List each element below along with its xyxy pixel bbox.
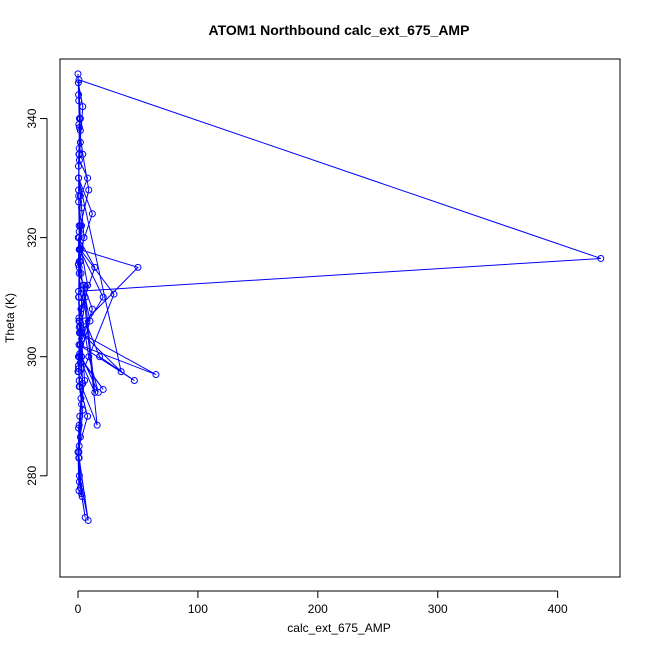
data-point bbox=[75, 341, 83, 349]
data-point bbox=[75, 115, 83, 123]
data-point bbox=[75, 186, 83, 194]
data-point bbox=[75, 323, 83, 331]
data-point bbox=[85, 186, 93, 194]
data-point bbox=[80, 234, 88, 242]
data-point bbox=[76, 433, 84, 441]
data-point bbox=[84, 516, 92, 524]
data-point bbox=[78, 490, 86, 498]
data-point bbox=[76, 257, 84, 265]
data-point bbox=[84, 281, 92, 289]
data-point bbox=[88, 305, 96, 313]
data-point bbox=[117, 368, 125, 376]
chart-title: ATOM1 Northbound calc_ext_675_AMP bbox=[209, 22, 470, 38]
data-point bbox=[85, 353, 93, 361]
data-point bbox=[75, 314, 83, 322]
data-point bbox=[75, 421, 83, 429]
data-point bbox=[76, 359, 84, 367]
data-point bbox=[79, 150, 87, 158]
plot-area-border bbox=[59, 58, 621, 578]
data-point bbox=[76, 126, 84, 134]
x-tick-label: 200 bbox=[308, 602, 328, 616]
data-point bbox=[110, 290, 118, 298]
data-point bbox=[75, 454, 83, 462]
data-point bbox=[91, 388, 99, 396]
data-point bbox=[75, 91, 83, 99]
data-point bbox=[75, 287, 83, 295]
data-point bbox=[99, 293, 107, 301]
data-point bbox=[99, 385, 107, 393]
x-tick-label: 400 bbox=[548, 602, 568, 616]
data-point bbox=[74, 353, 82, 361]
data-point bbox=[79, 281, 87, 289]
data-point bbox=[152, 371, 160, 379]
y-tick-label: 280 bbox=[25, 465, 39, 485]
data-point bbox=[75, 76, 83, 84]
y-tick-label: 320 bbox=[25, 227, 39, 247]
data-point bbox=[74, 368, 82, 376]
data-point bbox=[79, 103, 87, 111]
data-point bbox=[130, 377, 138, 385]
data-series bbox=[74, 70, 605, 524]
data-point bbox=[74, 79, 82, 87]
x-axis-ticks: 0 100 200 300 400 bbox=[75, 591, 568, 616]
y-axis-ticks: 280 300 320 340 bbox=[25, 108, 47, 486]
y-tick-label: 300 bbox=[25, 346, 39, 366]
data-point bbox=[75, 150, 83, 158]
data-point bbox=[86, 317, 94, 325]
x-tick-label: 300 bbox=[428, 602, 448, 616]
data-point bbox=[84, 174, 92, 182]
data-point bbox=[93, 421, 101, 429]
series-line bbox=[77, 73, 601, 521]
data-point bbox=[84, 412, 92, 420]
y-tick-label: 340 bbox=[25, 108, 39, 128]
data-point bbox=[77, 305, 85, 313]
data-point bbox=[76, 246, 84, 254]
data-point bbox=[134, 263, 142, 271]
data-point bbox=[75, 472, 83, 480]
x-tick-label: 0 bbox=[75, 602, 82, 616]
data-point bbox=[91, 263, 99, 271]
data-point bbox=[75, 234, 83, 242]
data-point bbox=[78, 204, 86, 212]
data-point bbox=[597, 254, 605, 262]
data-point bbox=[78, 400, 86, 408]
data-point bbox=[75, 442, 83, 450]
data-point bbox=[75, 123, 83, 131]
x-tick-label: 100 bbox=[188, 602, 208, 616]
data-point bbox=[96, 353, 104, 361]
data-point bbox=[78, 493, 86, 501]
data-point bbox=[88, 210, 96, 218]
data-point bbox=[75, 174, 83, 182]
x-axis-label: calc_ext_675_AMP bbox=[287, 621, 390, 635]
y-axis-label: Theta (K) bbox=[3, 293, 17, 343]
data-point bbox=[76, 412, 84, 420]
data-point bbox=[75, 222, 83, 230]
data-point bbox=[75, 424, 83, 432]
data-point bbox=[81, 317, 89, 325]
data-point bbox=[76, 382, 84, 390]
